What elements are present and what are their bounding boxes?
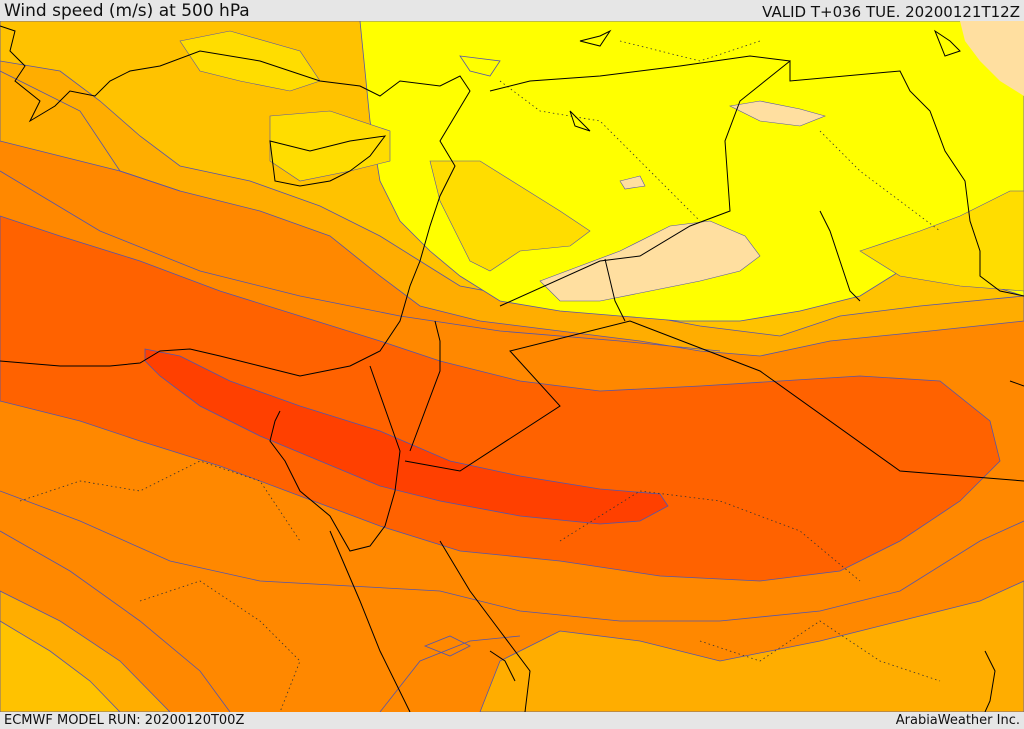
header-bar: Wind speed (m/s) at 500 hPa VALID T+036 …: [0, 0, 1024, 21]
band-pale-yellow-2: [429, 160, 591, 272]
band-light-south: [0, 620, 121, 712]
coastlines: [0, 25, 1024, 712]
model-run-label: ECMWF MODEL RUN: 20200120T00Z: [4, 713, 245, 728]
band-dark-orange: [0, 215, 1001, 582]
credit-label: ArabiaWeather Inc.: [895, 713, 1020, 728]
band-tan-2: [729, 100, 826, 127]
band-pale-yellow-3: [859, 190, 1024, 292]
admin-boundaries: [19, 40, 941, 712]
band-tan-4: [619, 175, 646, 190]
map-canvas: [0, 21, 1024, 712]
isotach-lines: [0, 55, 1024, 712]
band-red-orange-core: [144, 348, 669, 525]
band-pale-yellow-4: [179, 30, 321, 92]
band-tan-1: [539, 220, 761, 302]
wind-speed-map: [0, 21, 1024, 712]
footer-bar: ECMWF MODEL RUN: 20200120T00Z ArabiaWeat…: [0, 712, 1024, 729]
band-gold-south-east: [479, 580, 1024, 712]
band-tan-3: [960, 21, 1024, 96]
map-title: Wind speed (m/s) at 500 hPa: [4, 1, 250, 21]
valid-time: VALID T+036 TUE. 20200121T12Z: [762, 3, 1020, 21]
